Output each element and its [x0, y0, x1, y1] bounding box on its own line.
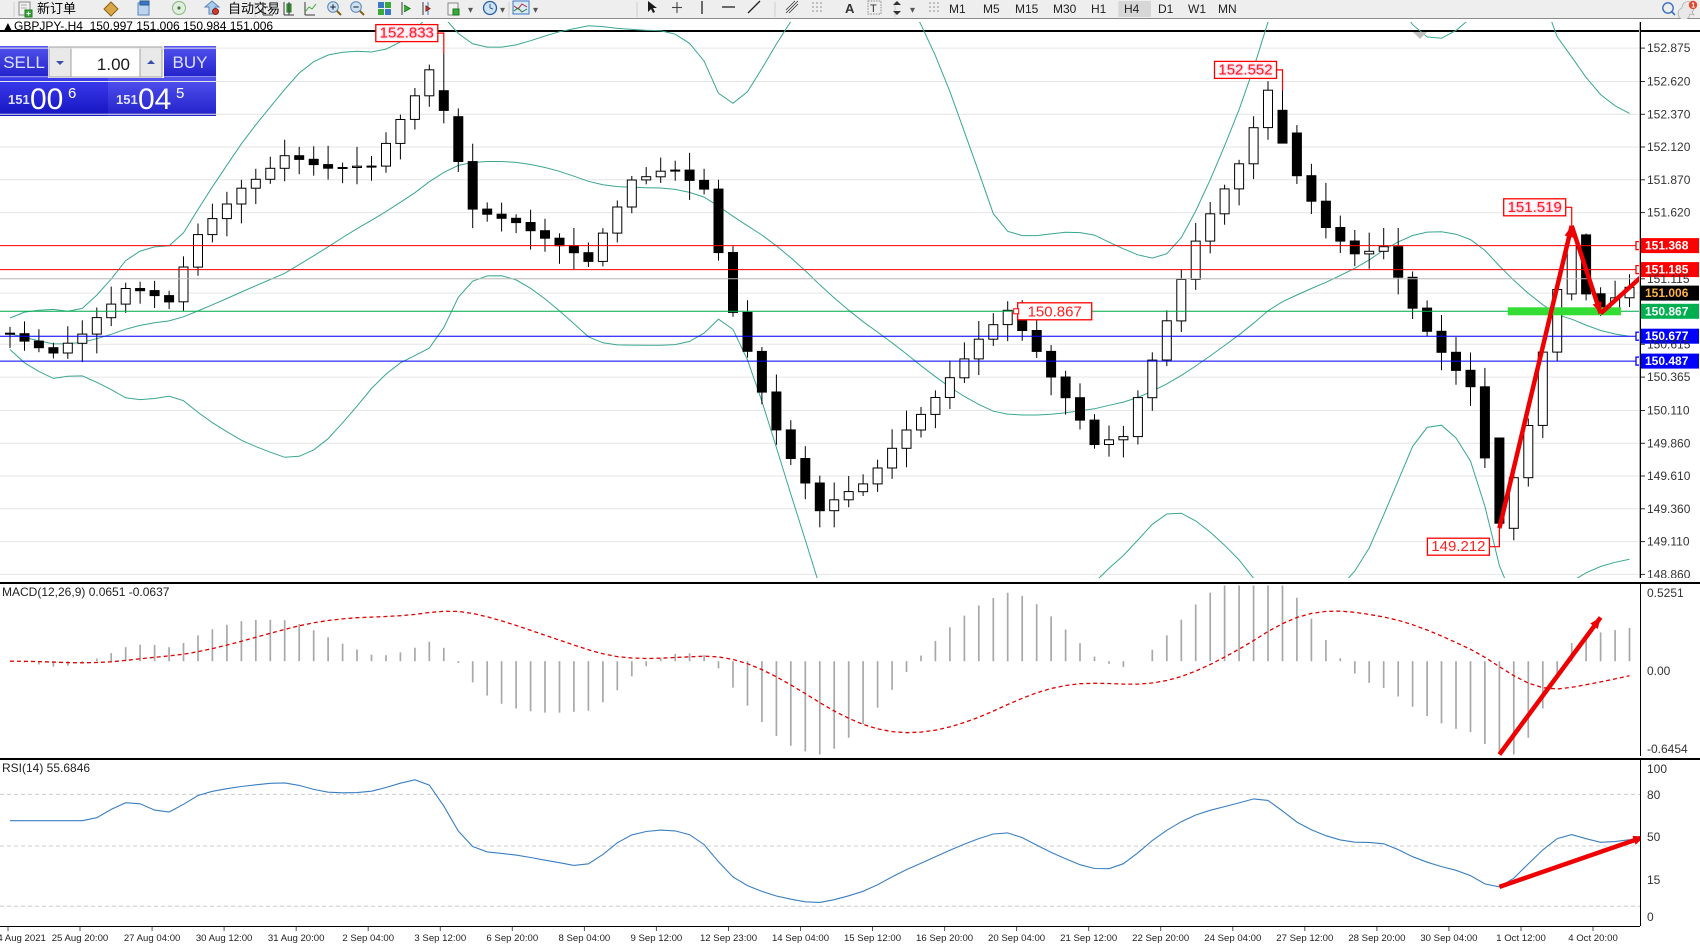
svg-text:150.110: 150.110: [1647, 404, 1690, 418]
svg-text:24 Aug 2021: 24 Aug 2021: [0, 933, 46, 944]
svg-text:149.360: 149.360: [1647, 502, 1691, 516]
svg-text:150.867: 150.867: [1645, 304, 1689, 318]
svg-text:3 Sep 12:00: 3 Sep 12:00: [414, 933, 466, 944]
svg-text:149.610: 149.610: [1647, 469, 1691, 483]
svg-text:▾: ▾: [500, 5, 505, 16]
svg-text:150.487: 150.487: [1645, 354, 1689, 368]
svg-text:150.867: 150.867: [1028, 303, 1082, 320]
svg-text:31 Aug 20:00: 31 Aug 20:00: [268, 933, 325, 944]
svg-text:149.212: 149.212: [1431, 538, 1485, 555]
svg-text:9 Sep 12:00: 9 Sep 12:00: [631, 933, 683, 944]
svg-text:27 Aug 04:00: 27 Aug 04:00: [124, 933, 181, 944]
svg-text:20 Sep 04:00: 20 Sep 04:00: [988, 933, 1045, 944]
svg-text:1 Oct 12:00: 1 Oct 12:00: [1496, 933, 1546, 944]
svg-text:1: 1: [1691, 3, 1695, 10]
svg-text:M5: M5: [983, 2, 1000, 16]
svg-text:150.365: 150.365: [1647, 370, 1691, 384]
svg-text:28 Sep 20:00: 28 Sep 20:00: [1348, 933, 1405, 944]
svg-text:149.110: 149.110: [1647, 535, 1690, 549]
svg-text:MN: MN: [1218, 2, 1237, 16]
svg-text:151.006: 151.006: [1645, 286, 1689, 300]
svg-text:2 Sep 04:00: 2 Sep 04:00: [342, 933, 394, 944]
svg-text:4 Oct 20:00: 4 Oct 20:00: [1568, 933, 1618, 944]
svg-text:151.870: 151.870: [1647, 173, 1691, 187]
svg-text:M15: M15: [1015, 2, 1039, 16]
svg-text:152.370: 152.370: [1647, 107, 1691, 121]
svg-text:30 Sep 04:00: 30 Sep 04:00: [1420, 933, 1477, 944]
svg-text:自动交易: 自动交易: [228, 1, 280, 16]
svg-text:148.860: 148.860: [1647, 567, 1691, 578]
svg-text:27 Sep 12:00: 27 Sep 12:00: [1276, 933, 1333, 944]
svg-text:16 Sep 20:00: 16 Sep 20:00: [916, 933, 973, 944]
svg-text:T: T: [870, 3, 877, 15]
svg-text:▾: ▾: [910, 5, 915, 16]
svg-text:▾: ▾: [533, 5, 538, 16]
svg-text:152.552: 152.552: [1218, 61, 1272, 78]
svg-text:151.115: 151.115: [1647, 272, 1690, 286]
svg-text:24 Sep 04:00: 24 Sep 04:00: [1204, 933, 1261, 944]
svg-text:22 Sep 20:00: 22 Sep 20:00: [1132, 933, 1189, 944]
svg-text:152.833: 152.833: [380, 25, 434, 42]
svg-text:6 Sep 20:00: 6 Sep 20:00: [486, 933, 538, 944]
svg-text:H4: H4: [1124, 2, 1140, 16]
svg-text:W1: W1: [1188, 2, 1206, 16]
svg-text:150.615: 150.615: [1647, 337, 1691, 351]
svg-text:14 Sep 04:00: 14 Sep 04:00: [772, 933, 829, 944]
svg-text:A: A: [845, 1, 855, 16]
svg-text:H1: H1: [1091, 2, 1107, 16]
svg-text:152.875: 152.875: [1647, 41, 1691, 55]
svg-text:25 Aug 20:00: 25 Aug 20:00: [52, 933, 109, 944]
svg-text:15 Sep 12:00: 15 Sep 12:00: [844, 933, 901, 944]
svg-text:151.620: 151.620: [1647, 206, 1691, 220]
svg-text:D1: D1: [1158, 2, 1174, 16]
svg-text:▾: ▾: [468, 5, 473, 16]
svg-text:149.860: 149.860: [1647, 436, 1691, 450]
svg-text:21 Sep 12:00: 21 Sep 12:00: [1060, 933, 1117, 944]
svg-text:M1: M1: [949, 2, 966, 16]
svg-text:M30: M30: [1053, 2, 1077, 16]
svg-text:新订单: 新订单: [37, 1, 76, 16]
svg-text:152.120: 152.120: [1647, 140, 1691, 154]
svg-text:151.519: 151.519: [1508, 199, 1562, 216]
svg-text:30 Aug 12:00: 30 Aug 12:00: [196, 933, 253, 944]
svg-text:12 Sep 23:00: 12 Sep 23:00: [700, 933, 757, 944]
svg-text:8 Sep 04:00: 8 Sep 04:00: [559, 933, 611, 944]
svg-text:152.620: 152.620: [1647, 75, 1691, 89]
svg-text:151.368: 151.368: [1645, 239, 1689, 253]
